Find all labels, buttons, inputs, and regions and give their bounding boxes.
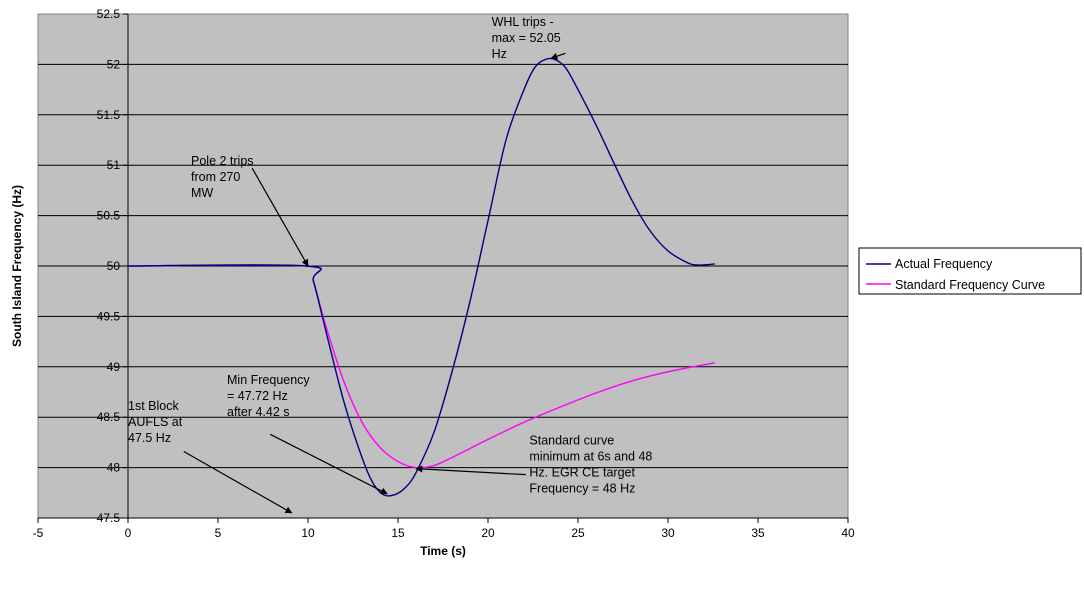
annotation-text: Pole 2 trips from 270 MW xyxy=(191,154,254,200)
x-tick-label: 0 xyxy=(125,526,132,540)
y-tick-labels: 47.5 48 48.5 49 49.5 50 50.5 51 51.5 52 52.5 xyxy=(97,7,121,525)
x-tick-label: 15 xyxy=(391,526,405,540)
y-tick-label: 52.5 xyxy=(97,7,121,21)
y-tick-label: 48 xyxy=(107,461,121,475)
annotation-text: 1st Block AUFLS at 47.5 Hz xyxy=(128,399,183,445)
annotation-text: WHL trips - max = 52.05 Hz xyxy=(492,15,561,61)
annotation-line: from 270 xyxy=(191,170,240,184)
x-axis-title: Time (s) xyxy=(420,544,466,558)
annotation-line: minimum at 6s and 48 xyxy=(529,449,652,463)
x-tick-label: 30 xyxy=(661,526,675,540)
legend: Actual Frequency Standard Frequency Curv… xyxy=(858,247,1082,295)
y-tick-label: 52 xyxy=(107,57,121,71)
x-tick-label: -5 xyxy=(33,526,44,540)
y-tick-label: 49.5 xyxy=(97,309,121,323)
x-tick-label: 40 xyxy=(841,526,855,540)
annotation-line: = 47.72 Hz xyxy=(227,389,288,403)
annotation-line: Min Frequency xyxy=(227,373,310,387)
annotation-line: after 4.42 s xyxy=(227,405,290,419)
annotation-arrow xyxy=(269,433,388,495)
annotation-line: Hz. EGR CE target xyxy=(529,465,635,479)
y-axis-title: South Island Frequency (Hz) xyxy=(10,185,24,347)
x-tick-label: 5 xyxy=(215,526,222,540)
y-tick-label: 50 xyxy=(107,259,121,273)
y-tick-label: 48.5 xyxy=(97,410,121,424)
annotation-arrow xyxy=(550,52,566,60)
y-tick-label: 51.5 xyxy=(97,108,121,122)
annotation-line: MW xyxy=(191,186,213,200)
x-tick-label: 20 xyxy=(481,526,495,540)
annotation-line: 1st Block xyxy=(128,399,179,413)
annotation-line: Frequency = 48 Hz xyxy=(529,481,635,495)
annotation-line: WHL trips - xyxy=(492,15,554,29)
annotation-line: 47.5 Hz xyxy=(128,431,171,445)
annotation-line: Hz xyxy=(492,47,507,61)
annotation-text: Standard curve minimum at 6s and 48 Hz. EG… xyxy=(529,433,652,495)
legend-label-actual: Actual Frequency xyxy=(895,257,993,271)
annotation-line: Standard curve xyxy=(529,433,614,447)
y-tick-label: 50.5 xyxy=(97,209,121,223)
x-tick-label: 35 xyxy=(751,526,765,540)
x-tick-labels: -5 0 5 10 15 20 25 30 35 40 xyxy=(33,526,855,540)
series-line-actual-frequency xyxy=(127,57,715,497)
annotation-line: Pole 2 trips xyxy=(191,154,254,168)
annotation-arrow xyxy=(183,450,293,514)
annotation-arrow xyxy=(415,465,526,476)
legend-label-standard: Standard Frequency Curve xyxy=(895,278,1045,292)
annotation-line: AUFLS at xyxy=(128,415,183,429)
x-tick-label: 25 xyxy=(571,526,585,540)
gridlines xyxy=(38,63,848,469)
annotation-text: Min Frequency = 47.72 Hz after 4.42 s xyxy=(227,373,310,419)
y-tick-label: 49 xyxy=(107,360,121,374)
x-tick-label: 10 xyxy=(301,526,315,540)
annotations: WHL trips - max = 52.05 Hz Pole 2 trips from… xyxy=(128,15,652,514)
y-tick-label: 47.5 xyxy=(97,511,121,525)
legend-box xyxy=(858,247,1082,295)
annotation-line: max = 52.05 xyxy=(492,31,561,45)
y-tick-label: 51 xyxy=(107,158,121,172)
annotation-arrow xyxy=(251,167,309,267)
